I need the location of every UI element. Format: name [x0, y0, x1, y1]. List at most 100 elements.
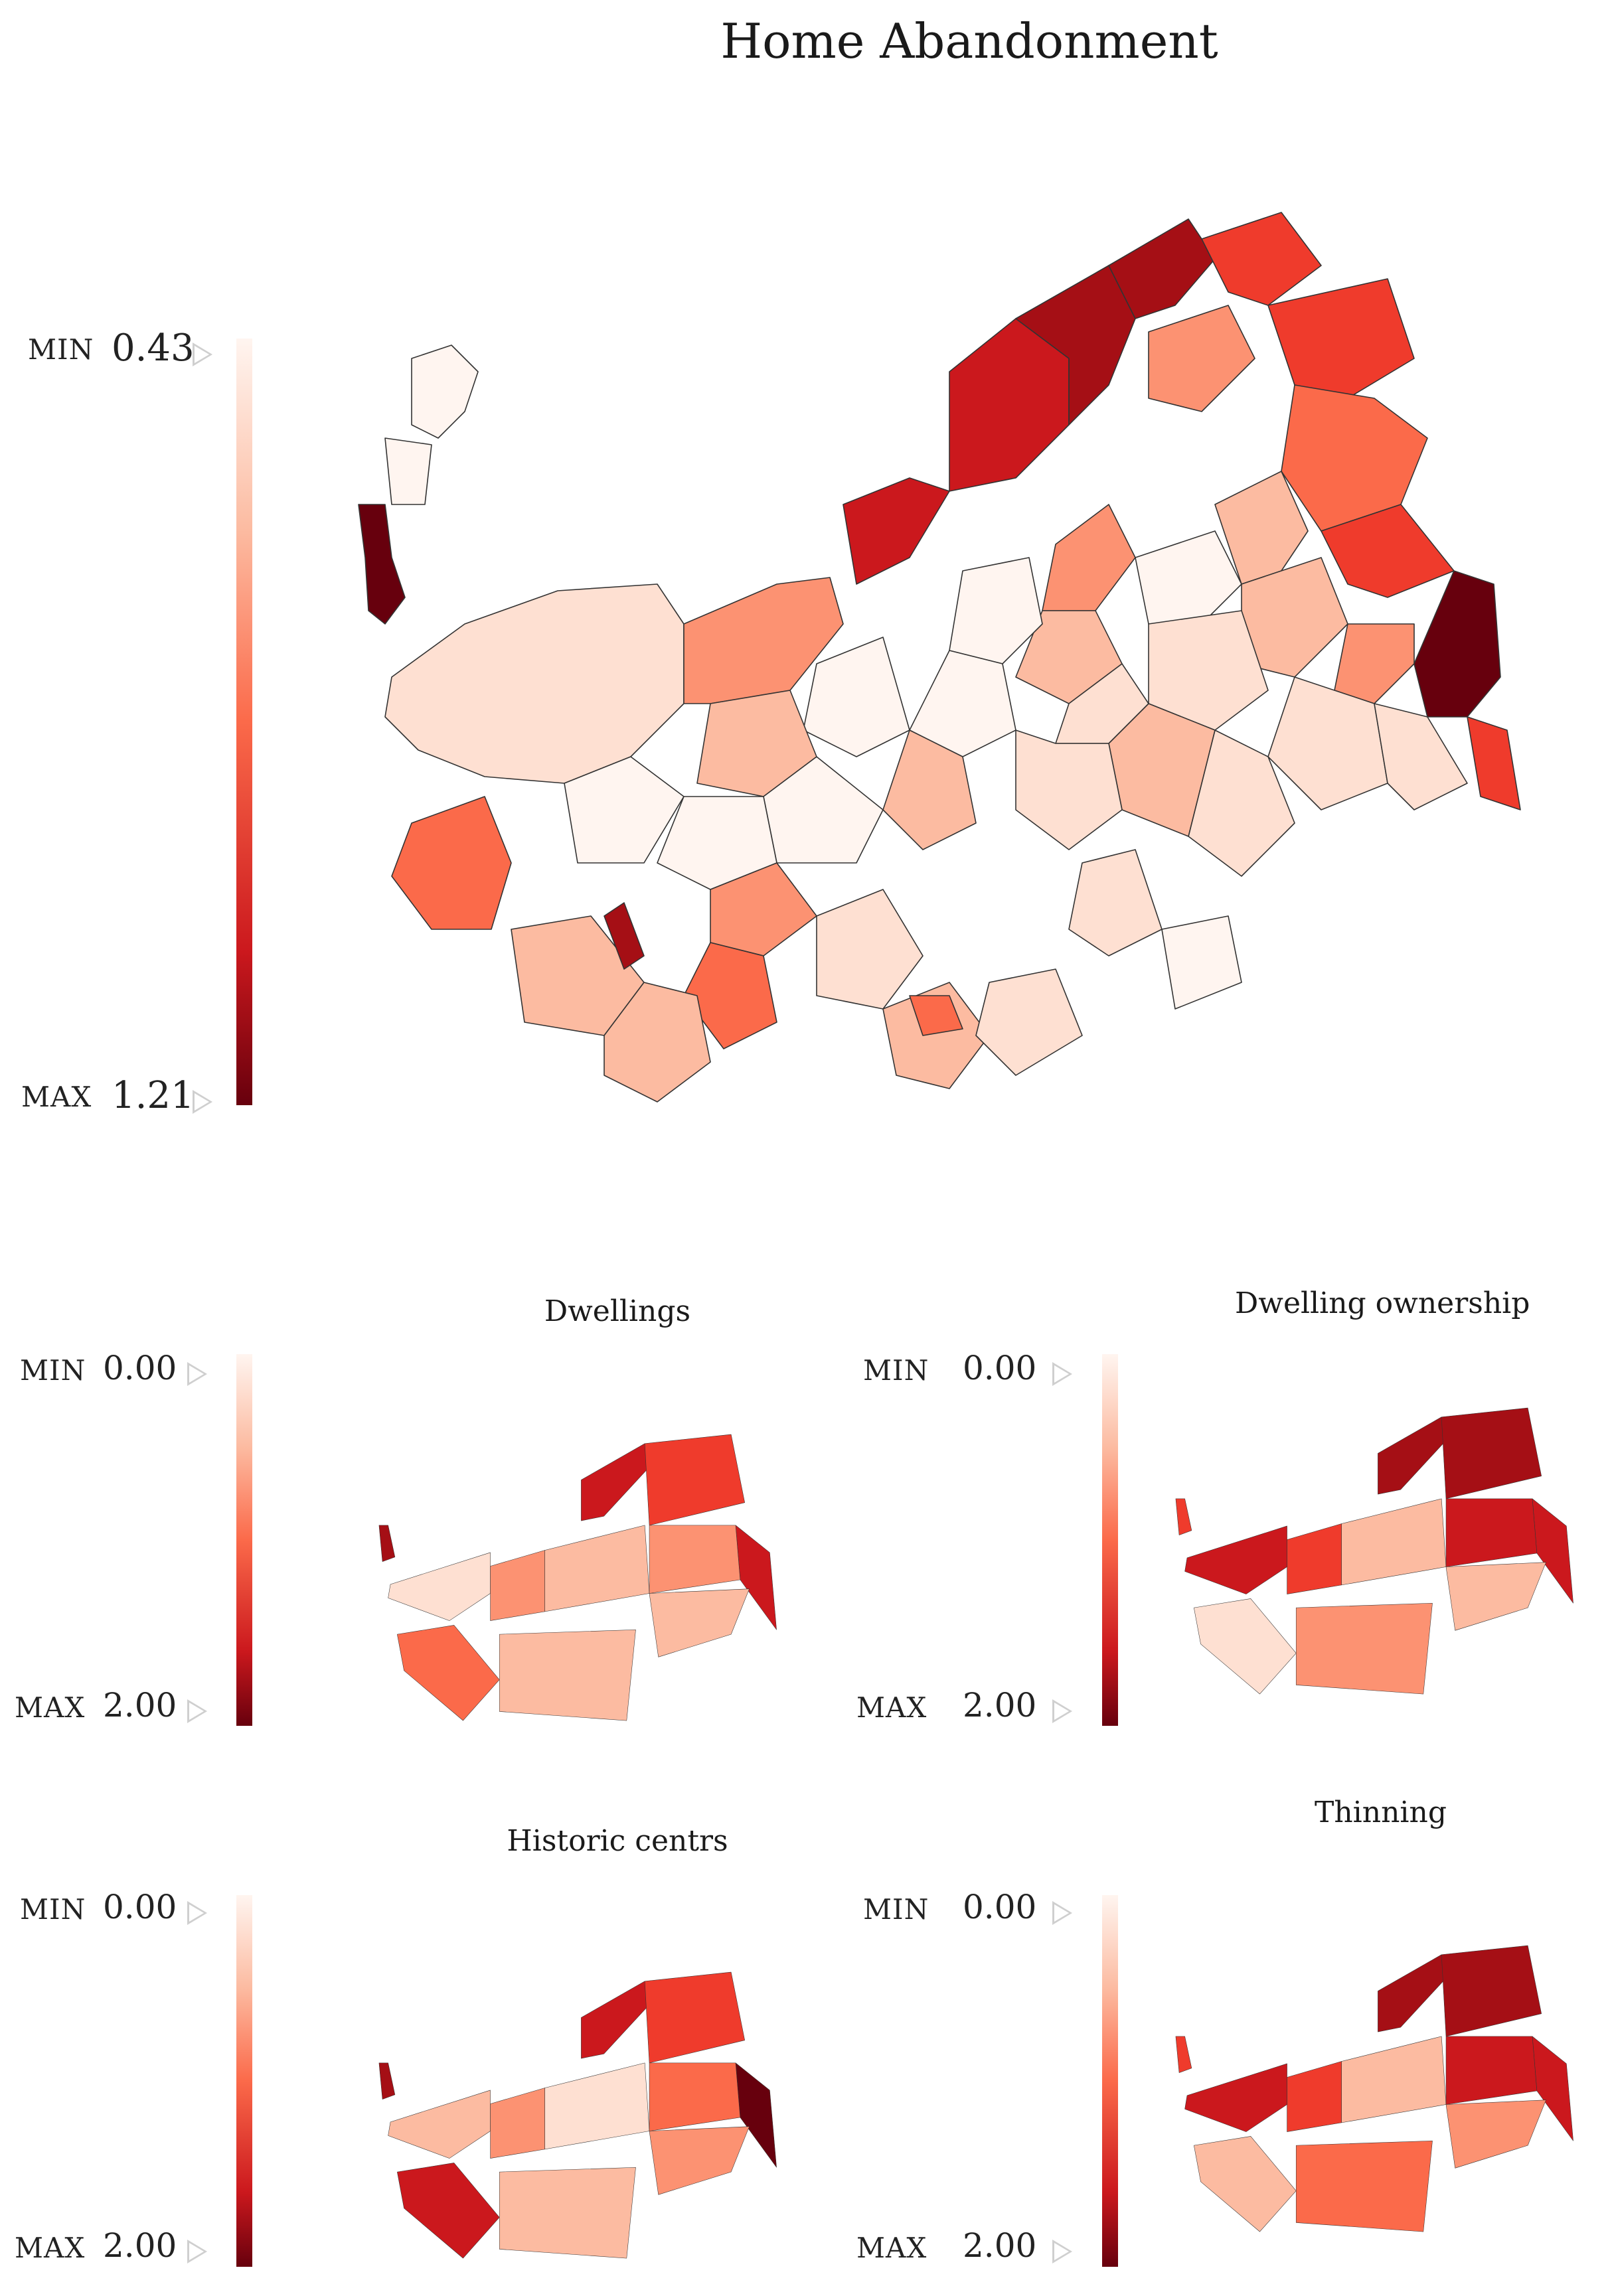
main-choropleth-map [358, 212, 1521, 1103]
municipality-region [1445, 2100, 1546, 2169]
municipality-region [1445, 1498, 1538, 1567]
municipality-region [1214, 471, 1309, 585]
municipality-region [397, 2163, 500, 2259]
municipality-region [1532, 2036, 1573, 2141]
municipality-region [1281, 384, 1428, 532]
municipality-region [1175, 2036, 1192, 2073]
municipality-region [1295, 1602, 1433, 1695]
municipality-region [843, 477, 950, 585]
municipality-region [1194, 1598, 1297, 1695]
municipality-region [683, 942, 777, 1049]
municipality-region [1413, 570, 1501, 718]
municipality-region [1184, 2063, 1287, 2132]
municipality-region [816, 889, 924, 1010]
municipality-region [909, 650, 1016, 757]
municipality-region [1532, 1498, 1573, 1604]
historic-centrs-legend-min-value: 0.00 [103, 1888, 177, 1926]
dwellings-legend-colorbar [236, 1354, 252, 1726]
municipality-region [1341, 2036, 1447, 2123]
municipality-region [1467, 716, 1521, 810]
municipality-region [384, 583, 684, 784]
municipality-region [1148, 305, 1255, 412]
municipality-region [391, 796, 512, 930]
main-legend-colorbar [236, 339, 252, 1105]
historic-centrs-legend-max-value: 2.00 [103, 2226, 177, 2265]
main-legend-min-value: 0.43 [112, 327, 195, 370]
municipality-region [1015, 729, 1123, 850]
thinning-choropleth-map [1175, 1945, 1573, 2232]
dwellings-legend-min-value: 0.00 [103, 1349, 177, 1387]
municipality-region [710, 862, 817, 957]
municipality-region [499, 2167, 636, 2259]
municipality-region [1341, 1498, 1447, 1586]
municipality-region [581, 1981, 659, 2059]
municipality-region [1287, 1523, 1342, 1594]
municipality-region [604, 982, 711, 1103]
municipality-region [378, 1525, 396, 1562]
historic-centrs-legend-max-marker-icon [187, 2240, 207, 2263]
municipality-region [803, 637, 910, 757]
municipality-region [544, 1525, 650, 1612]
municipality-region [384, 437, 432, 505]
thinning-legend-min-value: 0.00 [963, 1888, 1037, 1926]
municipality-region [882, 729, 977, 850]
municipality-region [909, 995, 963, 1036]
municipality-region [1148, 610, 1269, 731]
municipality-region [358, 504, 406, 625]
municipality-region [649, 1525, 741, 1594]
dwelling-ownership-legend-min-label: MIN [863, 1354, 929, 1387]
dwelling-ownership-choropleth-map [1175, 1407, 1573, 1695]
municipality-region [1161, 915, 1242, 1010]
municipality-region [949, 557, 1043, 664]
municipality-region [1055, 663, 1149, 744]
dwellings-legend-max-label: MAX [15, 1691, 86, 1724]
dwelling-ownership-legend-max-marker-icon [1052, 1699, 1072, 1723]
municipality-region [1287, 2061, 1342, 2132]
main-map-title: Home Abandonment [720, 13, 1218, 69]
main-legend-min-label: MIN [28, 333, 94, 366]
municipality-region [649, 1588, 750, 1657]
dwelling-ownership-legend-min-marker-icon [1052, 1362, 1072, 1386]
thinning-legend-max-marker-icon [1052, 2240, 1072, 2263]
main-legend-min-marker-icon [193, 343, 212, 366]
dwelling-ownership-legend-min-value: 0.00 [963, 1349, 1037, 1387]
municipality-region [1321, 504, 1455, 598]
thinning-legend-min-marker-icon [1052, 1901, 1072, 1925]
municipality-region [649, 2062, 741, 2131]
municipality-region [649, 2126, 750, 2195]
thinning-legend-min-label: MIN [863, 1893, 929, 1926]
historic-centrs-choropleth-map [378, 1971, 777, 2259]
dwelling-ownership-legend-max-label: MAX [856, 1691, 927, 1724]
municipality-region [564, 756, 684, 864]
municipality-region [1175, 1498, 1192, 1535]
municipality-region [975, 968, 1083, 1076]
municipality-region [1441, 1407, 1542, 1499]
dwelling-ownership-map-title: Dwelling ownership [1235, 1286, 1530, 1320]
municipality-region [397, 1625, 500, 1721]
main-legend-max-value: 1.21 [112, 1074, 195, 1117]
municipality-region [1374, 703, 1468, 810]
municipality-region [1445, 2036, 1538, 2105]
municipality-region [378, 2062, 396, 2100]
main-legend-max-marker-icon [193, 1090, 212, 1114]
municipality-region [490, 1550, 545, 1621]
municipality-region [411, 344, 479, 439]
dwelling-ownership-legend-colorbar [1102, 1354, 1118, 1726]
dwellings-map-title: Dwellings [544, 1294, 691, 1328]
municipality-region [1201, 212, 1322, 306]
historic-centrs-legend-max-label: MAX [15, 2232, 86, 2264]
municipality-region [1184, 1525, 1287, 1594]
municipality-region [1135, 530, 1242, 625]
municipality-region [1445, 1562, 1546, 1631]
historic-centrs-legend-min-label: MIN [20, 1893, 86, 1926]
thinning-legend-max-label: MAX [856, 2232, 927, 2264]
main-legend-max-label: MAX [21, 1081, 92, 1113]
municipality-region [490, 2088, 545, 2159]
municipality-region [388, 2090, 491, 2159]
historic-centrs-legend-min-marker-icon [187, 1901, 207, 1925]
dwellings-legend-max-value: 2.00 [103, 1686, 177, 1724]
dwellings-choropleth-map [378, 1434, 777, 1721]
municipality-region [1042, 504, 1136, 611]
historic-centrs-legend-colorbar [236, 1895, 252, 2267]
municipality-region [882, 982, 990, 1089]
